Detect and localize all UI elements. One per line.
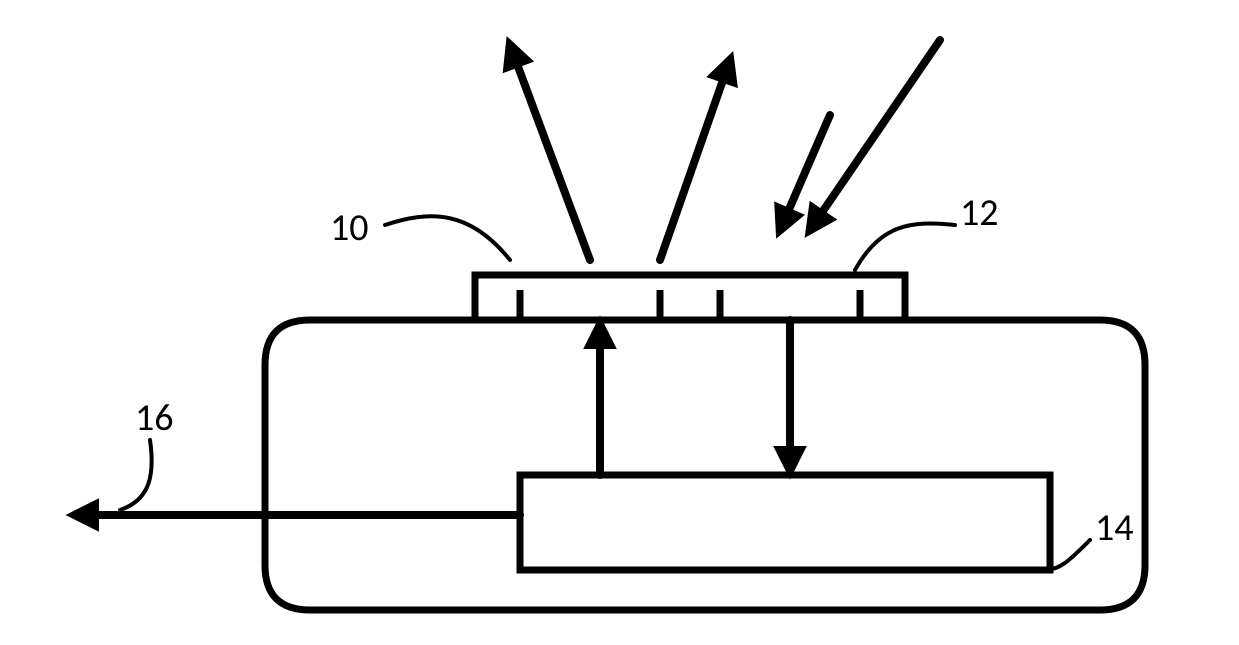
label-12: 12: [960, 190, 999, 236]
label-10: 10: [330, 205, 369, 251]
label-14: 14: [1095, 505, 1134, 551]
top-plate: [475, 275, 905, 320]
receive-arrow-0: [810, 40, 940, 230]
label-16: 16: [135, 395, 174, 441]
emit-arrows: [510, 45, 730, 260]
receive-arrows: [780, 40, 940, 230]
emit-arrow-0: [510, 45, 590, 260]
emit-arrow-1: [660, 60, 730, 260]
leader-12: [855, 223, 955, 270]
controller-box: [520, 475, 1050, 570]
diagram-canvas: 10 12 14 16: [0, 0, 1239, 645]
leader-10: [385, 216, 510, 260]
leader-16: [120, 440, 152, 510]
